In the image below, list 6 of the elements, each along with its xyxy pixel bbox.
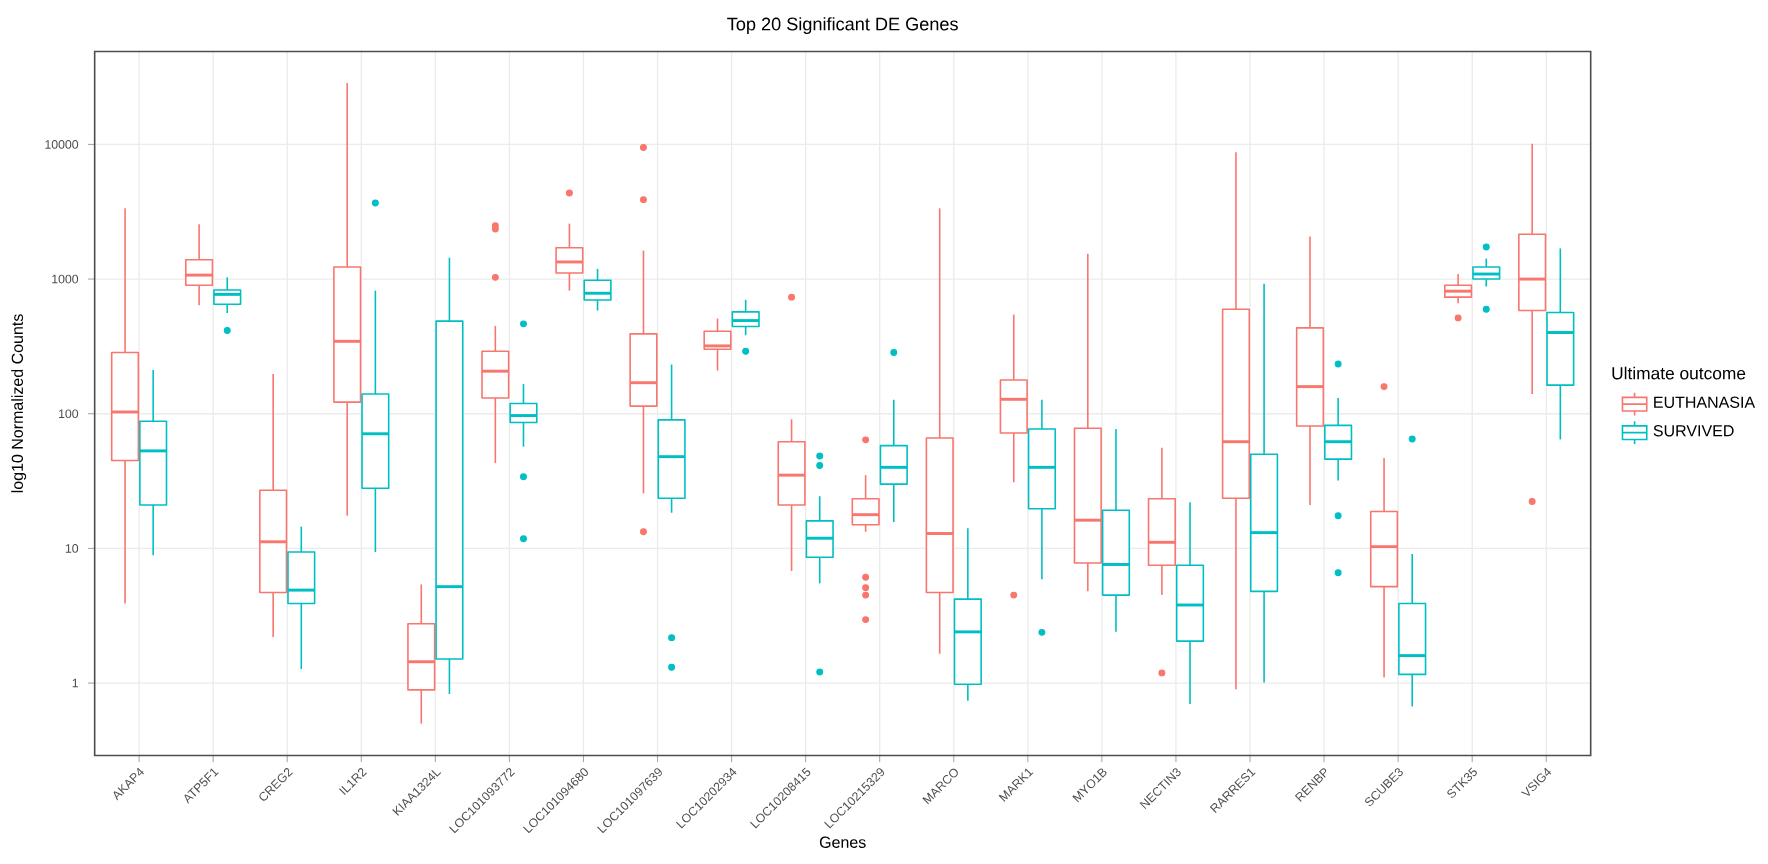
legend-title: Ultimate outcome: [1612, 366, 1746, 380]
y-axis-title: log10 Normalized Counts: [11, 314, 27, 493]
legend-label: SURVIVED: [1653, 425, 1734, 437]
legend-label: EUTHANASIA: [1654, 396, 1756, 408]
chart-title: Top 20 Significant DE Genes: [727, 17, 958, 35]
x-axis-title: Genes: [819, 836, 866, 848]
